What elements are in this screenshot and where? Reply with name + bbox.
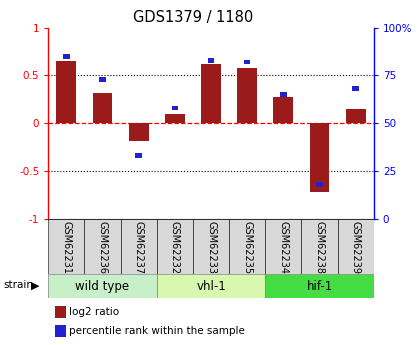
Bar xyxy=(229,219,265,274)
Bar xyxy=(346,109,366,123)
Text: strain: strain xyxy=(4,280,34,290)
Text: GDS1379 / 1180: GDS1379 / 1180 xyxy=(133,10,253,25)
Bar xyxy=(280,92,286,97)
Bar xyxy=(63,54,70,59)
Text: GSM62232: GSM62232 xyxy=(170,221,180,274)
Text: log2 ratio: log2 ratio xyxy=(69,307,120,317)
Text: GSM62239: GSM62239 xyxy=(351,221,361,274)
Bar xyxy=(55,306,66,317)
Bar xyxy=(129,123,149,140)
Bar xyxy=(157,274,265,298)
Bar xyxy=(352,87,359,91)
Text: GSM62234: GSM62234 xyxy=(278,221,289,274)
Bar xyxy=(56,61,76,123)
Text: GSM62236: GSM62236 xyxy=(97,221,108,274)
Bar xyxy=(48,274,157,298)
Text: percentile rank within the sample: percentile rank within the sample xyxy=(69,326,245,336)
Bar xyxy=(99,77,106,82)
Text: GSM62238: GSM62238 xyxy=(315,221,325,274)
Text: GSM62233: GSM62233 xyxy=(206,221,216,274)
Bar xyxy=(265,274,374,298)
Bar xyxy=(157,219,193,274)
Bar xyxy=(265,219,302,274)
Text: wild type: wild type xyxy=(76,280,130,293)
Bar xyxy=(165,114,185,123)
Text: GSM62237: GSM62237 xyxy=(134,221,144,274)
Bar xyxy=(244,60,250,65)
Bar xyxy=(237,68,257,123)
Text: GSM62231: GSM62231 xyxy=(61,221,71,274)
Text: hif-1: hif-1 xyxy=(307,280,333,293)
Bar xyxy=(310,123,330,192)
Bar xyxy=(302,219,338,274)
Bar xyxy=(172,106,178,110)
Bar xyxy=(48,219,84,274)
Bar xyxy=(201,64,221,123)
Bar xyxy=(273,97,293,123)
Text: ▶: ▶ xyxy=(31,281,39,291)
Bar xyxy=(208,58,214,62)
Bar xyxy=(338,219,374,274)
Text: vhl-1: vhl-1 xyxy=(196,280,226,293)
Bar xyxy=(121,219,157,274)
Bar xyxy=(55,325,66,337)
Bar xyxy=(136,154,142,158)
Bar xyxy=(316,182,323,187)
Bar xyxy=(193,219,229,274)
Bar xyxy=(84,219,121,274)
Text: GSM62235: GSM62235 xyxy=(242,221,252,274)
Bar xyxy=(92,93,113,123)
